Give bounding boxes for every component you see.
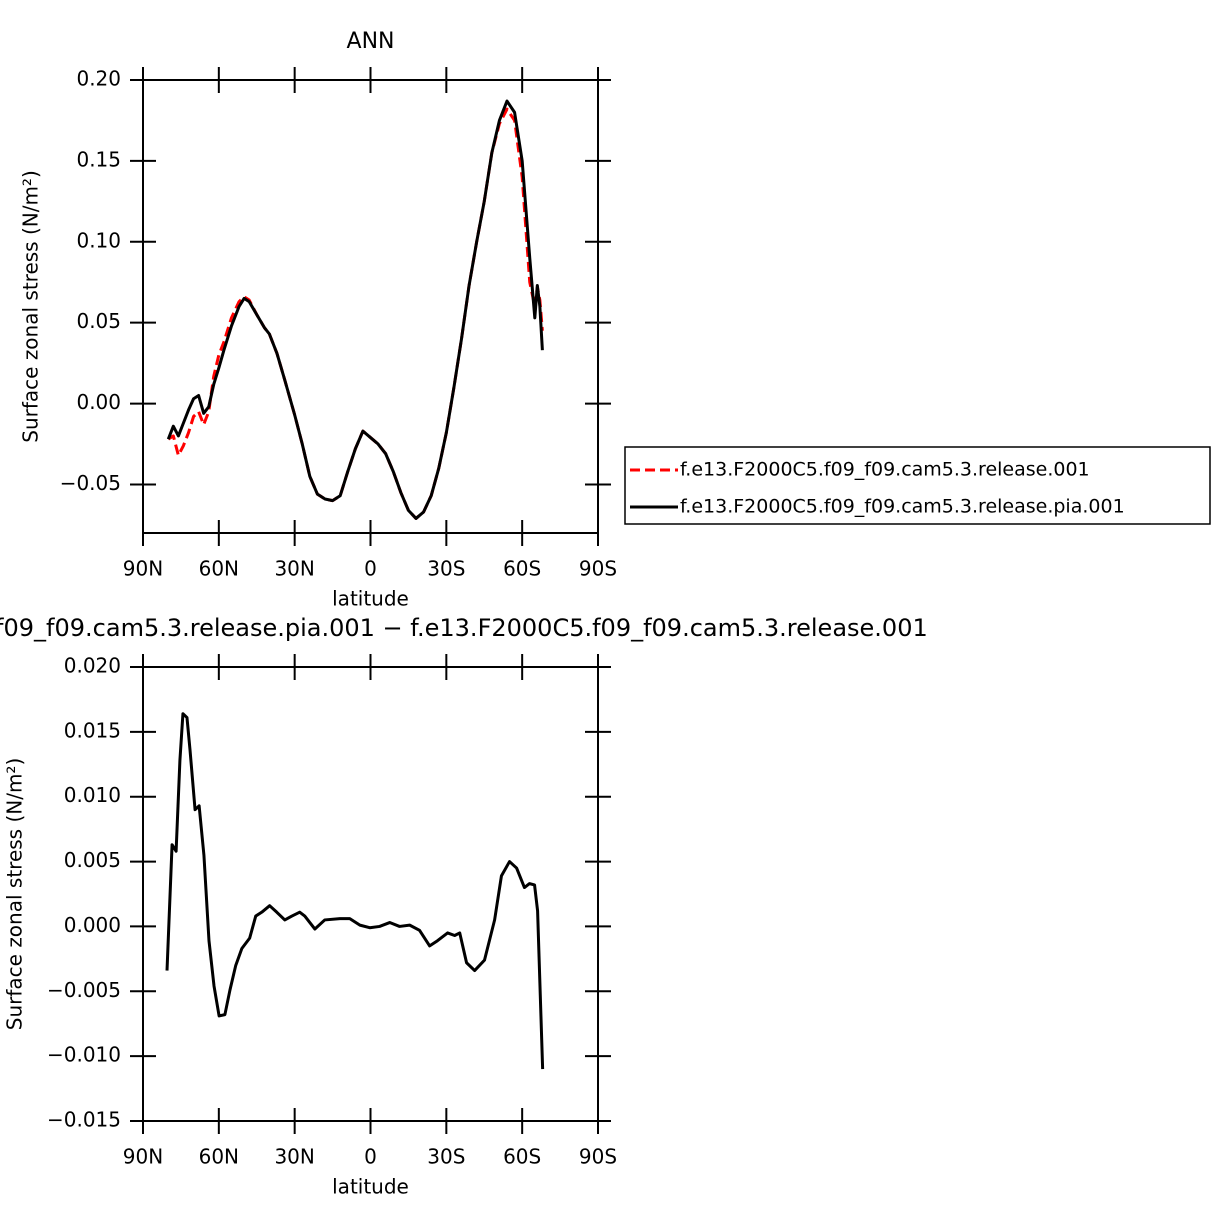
chart-title: ANN <box>347 29 395 54</box>
x-tick-label: 90S <box>579 1145 617 1169</box>
y-tick-label: −0.015 <box>47 1108 121 1132</box>
data-line <box>166 99 544 520</box>
y-tick-label: 0.000 <box>64 913 121 937</box>
x-axis-label: latitude <box>332 587 409 611</box>
x-tick-label: 60N <box>199 557 239 581</box>
y-tick-label: −0.010 <box>47 1043 121 1067</box>
y-tick-label: 0.020 <box>64 654 121 678</box>
y-tick-label: −0.05 <box>60 471 121 495</box>
x-tick-label: 30N <box>274 1145 314 1169</box>
y-tick-label: 0.005 <box>64 848 121 872</box>
plot-frame <box>142 666 599 1122</box>
y-tick-label: 0.015 <box>64 718 121 742</box>
x-tick-label: 90N <box>123 1145 163 1169</box>
x-tick-label: 30S <box>427 1145 465 1169</box>
chart-title: f.e13.F2000C5.f09_f09.cam5.3.release.pia… <box>0 614 928 642</box>
x-tick-label: 30N <box>274 557 314 581</box>
x-axis-label: latitude <box>332 1175 409 1199</box>
y-axis-label: Surface zonal stress (N/m²) <box>19 170 43 442</box>
y-tick-label: −0.005 <box>47 978 121 1002</box>
plot-frame <box>142 79 599 534</box>
x-tick-label: 30S <box>427 557 465 581</box>
x-tick-label: 90N <box>123 557 163 581</box>
data-line <box>167 107 544 520</box>
x-tick-label: 60S <box>503 557 541 581</box>
x-tick-label: 60S <box>503 1145 541 1169</box>
y-tick-label: 0.10 <box>76 228 121 252</box>
y-tick-label: 0.00 <box>76 390 121 414</box>
legend-box <box>624 446 1211 525</box>
y-tick-label: 0.20 <box>76 67 121 91</box>
y-tick-label: 0.010 <box>64 783 121 807</box>
legend-label: f.e13.F2000C5.f09_f09.cam5.3.release.pia… <box>680 496 1125 518</box>
data-line <box>165 712 545 1070</box>
x-tick-label: 0 <box>364 1145 377 1169</box>
x-tick-label: 0 <box>364 557 377 581</box>
x-tick-label: 60N <box>199 1145 239 1169</box>
y-tick-label: 0.15 <box>76 147 121 171</box>
y-tick-label: 0.05 <box>76 309 121 333</box>
legend-label: f.e13.F2000C5.f09_f09.cam5.3.release.001 <box>680 459 1090 481</box>
x-tick-label: 90S <box>579 557 617 581</box>
y-axis-label: Surface zonal stress (N/m²) <box>3 758 27 1030</box>
